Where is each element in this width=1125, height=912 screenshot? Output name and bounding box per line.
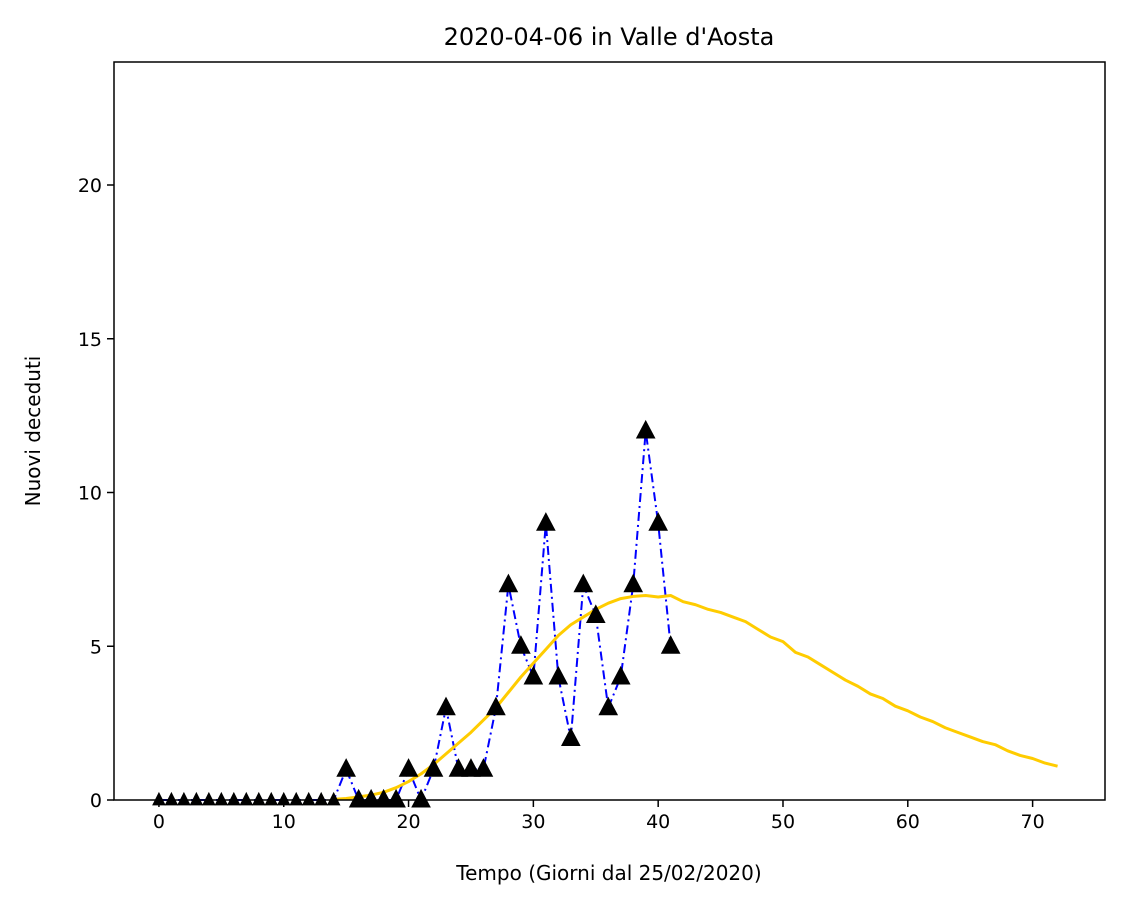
x-tick-label: 60 <box>896 811 920 833</box>
y-tick-label: 0 <box>90 790 102 812</box>
data-point-marker <box>326 791 341 806</box>
data-point-marker <box>264 791 279 806</box>
x-tick-label: 40 <box>646 811 670 833</box>
y-axis: 0 5 10 15 20 <box>78 175 114 812</box>
data-point-marker <box>251 791 266 806</box>
y-axis-label: Nuovi deceduti <box>21 356 45 507</box>
x-tick-label: 50 <box>771 811 795 833</box>
y-tick-label: 15 <box>78 329 102 351</box>
data-point-marker <box>473 758 494 777</box>
plot-frame <box>113 61 1106 801</box>
data-point-marker <box>289 791 304 806</box>
x-axis: 0 10 20 30 40 50 60 70 <box>153 800 1045 833</box>
data-point-marker <box>498 573 519 593</box>
data-point-marker <box>411 788 431 808</box>
chart-title: 2020-04-06 in Valle d'Aosta <box>444 23 775 51</box>
data-point-marker <box>523 665 544 685</box>
series-line-blue <box>158 430 672 803</box>
x-tick-label: 70 <box>1021 811 1045 833</box>
data-point-marker <box>314 791 328 806</box>
data-point-marker <box>635 419 656 439</box>
data-point-marker <box>598 696 619 716</box>
series-line-yellow <box>333 594 1058 801</box>
data-point-marker <box>301 791 316 806</box>
data-point-marker <box>189 791 204 806</box>
data-point-marker <box>623 573 644 593</box>
data-point-marker <box>436 696 456 716</box>
data-point-marker <box>448 758 469 777</box>
plot-area <box>152 419 1058 808</box>
data-point-marker <box>336 758 356 777</box>
data-point-marker <box>548 665 569 685</box>
data-point-marker <box>423 758 444 777</box>
data-point-marker <box>214 791 229 806</box>
data-point-marker <box>486 696 506 716</box>
data-point-marker <box>585 604 606 623</box>
data-point-marker <box>164 791 179 806</box>
data-point-marker <box>560 727 581 746</box>
data-point-marker <box>461 758 481 777</box>
data-point-marker <box>610 665 631 685</box>
data-point-marker <box>511 635 531 654</box>
y-tick-label: 5 <box>90 636 102 658</box>
data-point-marker <box>361 788 381 808</box>
data-point-marker <box>536 512 556 531</box>
data-point-marker <box>386 788 406 808</box>
data-point-marker <box>373 788 394 808</box>
y-tick-label: 20 <box>78 175 102 197</box>
data-point-marker <box>348 788 369 808</box>
data-point-marker <box>573 573 594 593</box>
y-tick-label: 10 <box>78 483 102 505</box>
data-point-marker <box>177 791 191 806</box>
data-point-marker <box>648 512 669 531</box>
data-point-marker <box>398 758 419 777</box>
x-axis-label: Tempo (Giorni dal 25/02/2020) <box>455 861 761 885</box>
data-point-marker <box>227 791 241 806</box>
x-tick-label: 0 <box>153 811 165 833</box>
x-tick-label: 20 <box>396 811 420 833</box>
x-tick-label: 10 <box>272 811 296 833</box>
data-point-marker <box>202 791 216 806</box>
data-point-marker <box>239 791 254 806</box>
data-point-marker <box>660 635 681 654</box>
x-tick-label: 30 <box>521 811 545 833</box>
